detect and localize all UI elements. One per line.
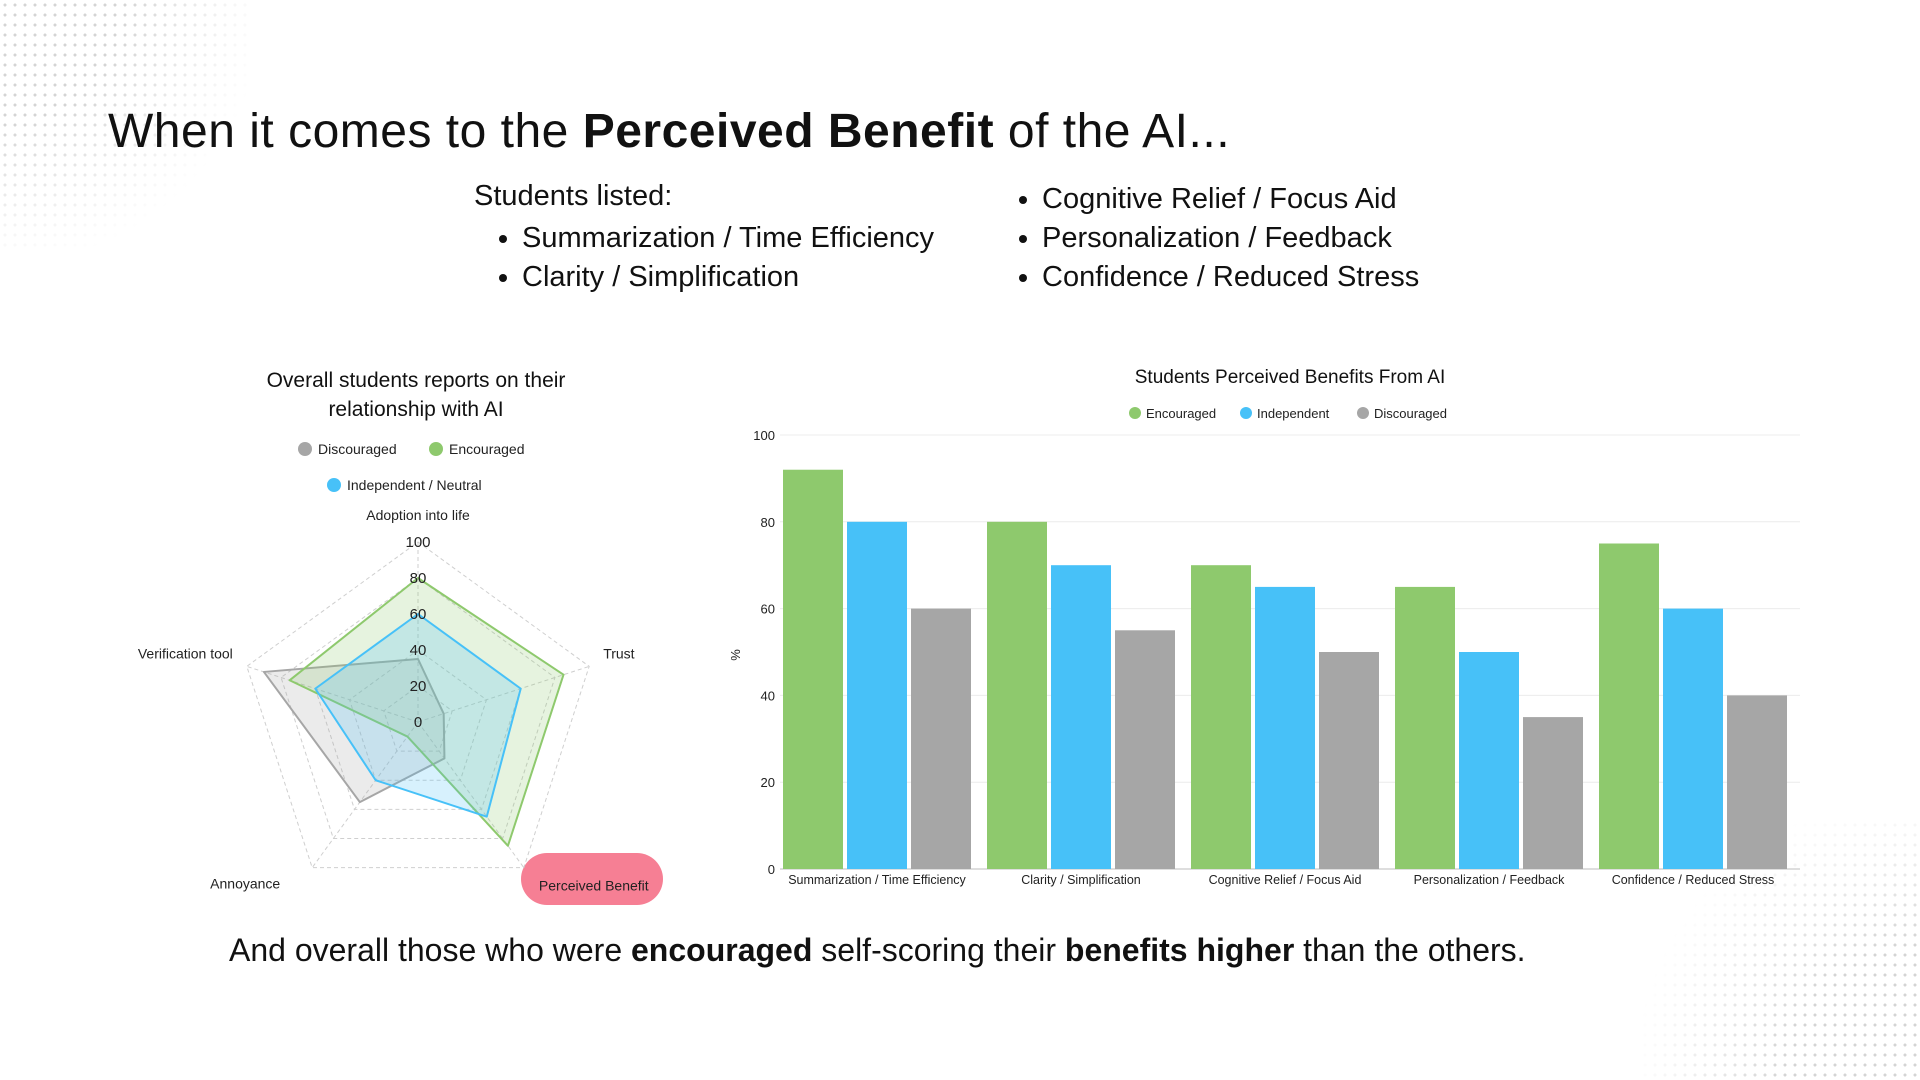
bar-independent-summarization-time-efficiency: [847, 521, 907, 869]
radar-spoke-verification-tool: [246, 665, 419, 723]
x-category-label: Clarity / Simplification: [1021, 873, 1141, 887]
legend-swatch-encouraged: [1129, 407, 1141, 419]
radar-tick-label: 100: [405, 534, 430, 551]
y-tick-label: 80: [761, 515, 775, 530]
radar-tick-label: 40: [410, 642, 427, 659]
legend-label-independent: Independent / Neutral: [347, 477, 482, 493]
legend-label-independent: Independent: [1257, 406, 1330, 421]
radar-title-line-1: Overall students reports on their: [267, 369, 566, 392]
radar-axis-label-adoption-into-life: Adoption into life: [366, 507, 470, 523]
list-item: Cognitive Relief / Focus Aid: [1018, 180, 1419, 219]
title-prefix: When it comes to the: [108, 105, 583, 158]
bar-encouraged-clarity-simplification: [987, 521, 1047, 869]
title-suffix: of the AI...: [994, 105, 1231, 158]
bar-encouraged-personalization-feedback: [1395, 586, 1455, 869]
conclusion-part-3: than the others.: [1294, 932, 1526, 968]
radar-tick-label: 80: [410, 570, 427, 587]
legend-swatch-discouraged: [1357, 407, 1369, 419]
bar-discouraged-confidence-reduced-stress: [1727, 695, 1787, 869]
legend-label-encouraged: Encouraged: [1146, 406, 1216, 421]
perceived-benefit-highlight: [521, 853, 663, 905]
bar-encouraged-summarization-time-efficiency: [783, 469, 843, 869]
students-list-intro: Students listed:: [474, 180, 673, 212]
bar-independent-confidence-reduced-stress: [1663, 608, 1723, 869]
legend-label-discouraged: Discouraged: [318, 441, 397, 457]
radar-tick-label: 60: [410, 606, 427, 623]
conclusion-part-2: self-scoring their: [812, 932, 1065, 968]
bar-encouraged-cognitive-relief-focus-aid: [1191, 565, 1251, 869]
y-tick-label: 60: [761, 602, 775, 617]
bar-discouraged-personalization-feedback: [1523, 717, 1583, 869]
radar-grid-ring-20: [383, 685, 453, 752]
radar-title-line-2: relationship with AI: [328, 398, 503, 421]
conclusion-text: And overall those who were encouraged se…: [229, 932, 1526, 969]
dot-pattern-top-left: [0, 0, 250, 250]
radar-spoke-trust: [417, 665, 590, 723]
bar-discouraged-cognitive-relief-focus-aid: [1319, 652, 1379, 869]
list-item: Personalization / Feedback: [1018, 219, 1419, 258]
bar-independent-cognitive-relief-focus-aid: [1255, 586, 1315, 869]
x-category-label: Confidence / Reduced Stress: [1612, 873, 1775, 887]
legend-label-encouraged: Encouraged: [449, 441, 525, 457]
x-category-label: Cognitive Relief / Focus Aid: [1209, 873, 1362, 887]
conclusion-bold-2: benefits higher: [1064, 932, 1295, 968]
bar-discouraged-summarization-time-efficiency: [911, 608, 971, 869]
radar-grid-ring-80: [280, 577, 556, 839]
radar-tick-label: 20: [410, 678, 427, 695]
radar-grid-ring-40: [348, 649, 488, 781]
legend-label-discouraged: Discouraged: [1374, 406, 1447, 421]
radar-series-discouraged: [262, 658, 446, 804]
radar-tick-label: 0: [414, 714, 422, 731]
legend-swatch-independent: [1240, 407, 1252, 419]
y-tick-label: 40: [761, 688, 775, 703]
benefits-list-right: Cognitive Relief / Focus Aid Personaliza…: [1018, 180, 1419, 297]
y-tick-label: 20: [761, 775, 775, 790]
bar-encouraged-confidence-reduced-stress: [1599, 543, 1659, 869]
legend-swatch-discouraged: [298, 442, 312, 456]
radar-axis-label-verification-tool: Verification tool: [138, 645, 233, 661]
list-item: Summarization / Time Efficiency: [498, 219, 934, 258]
radar-axis-label-perceived-benefit: Perceived Benefit: [539, 878, 649, 894]
conclusion-bold-1: encouraged: [631, 932, 813, 968]
bar-legend: Encouraged Independent Discouraged: [1129, 406, 1447, 421]
radar-axis-label-annoyance: Annoyance: [210, 876, 280, 892]
y-tick-label: 100: [753, 428, 775, 443]
radar-grid-ring-100: [246, 541, 590, 869]
radar-spoke-annoyance: [311, 721, 419, 868]
radar-series-encouraged: [288, 577, 565, 847]
page-title: When it comes to the Perceived Benefit o…: [108, 104, 1230, 159]
radar-legend: Discouraged Encouraged Independent / Neu…: [298, 441, 525, 493]
conclusion-part-1: And overall those who were: [229, 932, 631, 968]
x-category-label: Summarization / Time Efficiency: [788, 873, 966, 887]
legend-swatch-independent: [327, 478, 341, 492]
bar-chart-title: Students Perceived Benefits From AI: [1135, 367, 1446, 388]
title-bold: Perceived Benefit: [582, 105, 995, 158]
benefits-list-left: Summarization / Time Efficiency Clarity …: [498, 219, 934, 297]
legend-swatch-encouraged: [429, 442, 443, 456]
bar-independent-personalization-feedback: [1459, 652, 1519, 869]
list-item: Clarity / Simplification: [498, 258, 934, 297]
radar-axis-label-trust: Trust: [603, 645, 634, 661]
x-category-label: Personalization / Feedback: [1414, 873, 1566, 887]
bar-discouraged-clarity-simplification: [1115, 630, 1175, 869]
radar-series-independent-neutral: [314, 613, 522, 818]
y-tick-label: 0: [768, 862, 775, 877]
y-axis-label: %: [728, 649, 743, 661]
list-item: Confidence / Reduced Stress: [1018, 258, 1419, 297]
bar-independent-clarity-simplification: [1051, 565, 1111, 869]
